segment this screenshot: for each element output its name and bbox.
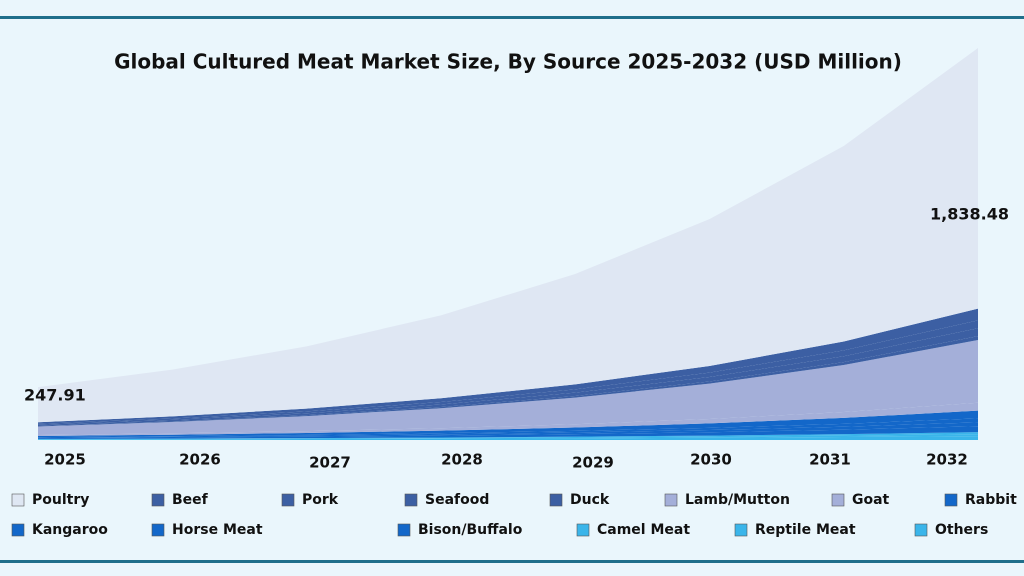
x-tick-label: 2029 <box>572 454 614 472</box>
legend-label: Poultry <box>32 492 89 508</box>
area <box>38 418 978 438</box>
legend-swatch <box>397 523 411 537</box>
legend-label: Kangaroo <box>32 522 108 538</box>
legend-label: Lamb/Mutton <box>685 492 790 508</box>
legend-swatch <box>151 523 165 537</box>
legend-swatch <box>944 493 958 507</box>
area <box>38 432 978 440</box>
legend-swatch <box>734 523 748 537</box>
x-tick-label: 2031 <box>809 451 851 469</box>
annotation: 247.91 <box>24 386 86 405</box>
x-tick-label: 2032 <box>926 451 968 469</box>
legend-swatch <box>11 523 25 537</box>
area <box>38 340 978 435</box>
x-tick-label: 2026 <box>179 451 221 469</box>
legend-label: Horse Meat <box>172 522 263 538</box>
legend-label: Rabbit <box>965 492 1017 508</box>
area <box>38 434 978 440</box>
legend-label: Bison/Buffalo <box>418 522 523 538</box>
area <box>38 48 978 423</box>
legend-label: Goat <box>852 492 890 508</box>
x-tick-label: 2025 <box>44 451 86 469</box>
legend-label: Pork <box>302 492 339 508</box>
legend-label: Seafood <box>425 492 489 508</box>
legend-label: Camel Meat <box>597 522 690 538</box>
legend-swatch <box>914 523 928 537</box>
bottom-border <box>0 560 1024 563</box>
legend-swatch <box>151 493 165 507</box>
area <box>38 402 978 437</box>
area <box>38 436 978 440</box>
legend-swatch <box>549 493 563 507</box>
area <box>38 426 978 439</box>
legend-swatch <box>281 493 295 507</box>
x-tick-label: 2027 <box>309 454 351 472</box>
x-tick-label: 2028 <box>441 451 483 469</box>
legend-label: Others <box>935 522 988 538</box>
chart-title: Global Cultured Meat Market Size, By Sou… <box>114 50 902 74</box>
area <box>38 410 978 438</box>
plot-area <box>38 48 978 440</box>
x-tick-label: 2030 <box>690 451 732 469</box>
top-border <box>0 16 1024 19</box>
legend-swatch <box>664 493 678 507</box>
annotation: 1,838.48 <box>930 205 1009 224</box>
legend-label: Duck <box>570 492 610 508</box>
legend-label: Reptile Meat <box>755 522 856 538</box>
legend-swatch <box>404 493 418 507</box>
area <box>38 422 978 439</box>
legend-swatch <box>831 493 845 507</box>
legend-swatch <box>576 523 590 537</box>
legend-label: Beef <box>172 492 209 508</box>
legend-swatch <box>11 493 25 507</box>
